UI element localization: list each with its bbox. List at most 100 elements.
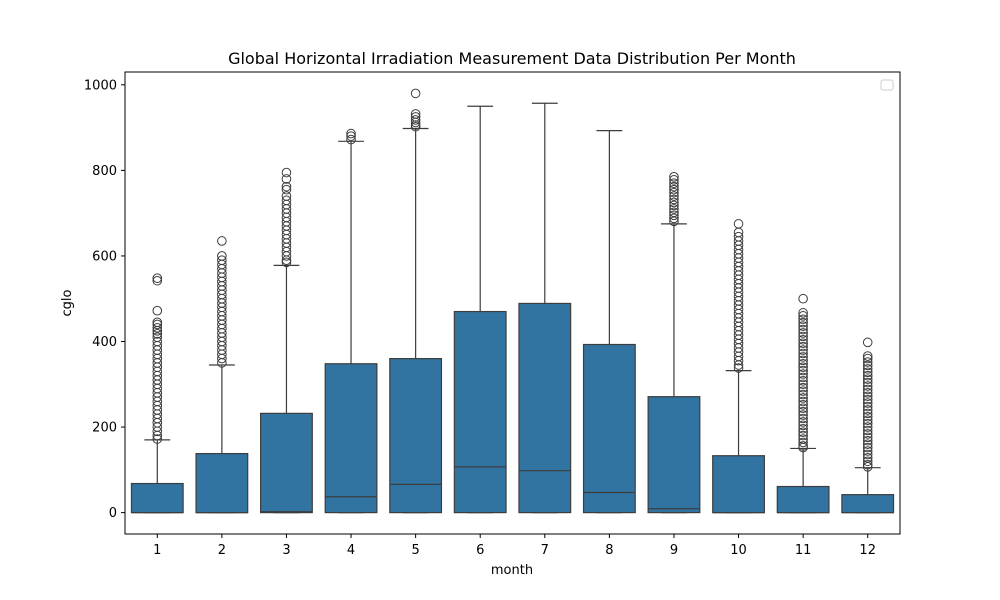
outlier-point (862, 377, 873, 388)
outlier-point (152, 319, 163, 330)
outlier-point (798, 358, 808, 369)
outlier-point (862, 337, 873, 348)
outlier-point (798, 427, 808, 437)
outlier-point (862, 381, 873, 391)
x-tick-label: 1 (153, 543, 161, 558)
outlier-point (798, 417, 808, 427)
x-axis-label: month (491, 563, 533, 578)
outlier-point (798, 430, 808, 441)
outlier-point (798, 423, 808, 434)
outlier-point (798, 420, 808, 431)
outlier-point (798, 372, 808, 383)
outlier-point (862, 401, 873, 412)
outlier-point (862, 411, 873, 422)
outlier-point (862, 353, 873, 364)
outlier-point (798, 379, 808, 390)
x-tick-label: 9 (670, 543, 678, 558)
box-month-9 (647, 172, 701, 514)
outlier-point (798, 345, 808, 355)
outlier-point (798, 338, 808, 349)
outlier-point (798, 396, 808, 407)
outlier-point (217, 353, 227, 364)
box-month-2 (195, 236, 249, 514)
outlier-point (862, 459, 873, 470)
outlier-point (862, 398, 873, 408)
outlier-point (669, 197, 679, 208)
outlier-point (862, 449, 873, 460)
outlier-point (152, 434, 163, 444)
outlier-point (862, 442, 873, 453)
outlier-point (862, 446, 873, 456)
box-iqr (647, 396, 701, 514)
box-iqr (453, 310, 507, 514)
outlier-point (862, 462, 873, 472)
outlier-point (281, 257, 292, 268)
outlier-point (281, 167, 292, 178)
outlier-point (798, 376, 808, 386)
outlier-point (669, 191, 679, 201)
x-tick-label: 2 (218, 543, 226, 558)
outlier-point (410, 115, 421, 125)
outlier-point (862, 367, 873, 378)
outlier-point (798, 365, 808, 376)
box-month-1 (130, 273, 184, 514)
box-iqr (130, 482, 184, 514)
legend-box (880, 79, 894, 91)
outlier-point (410, 117, 421, 128)
x-tick-label: 8 (605, 543, 613, 558)
outlier-point (281, 181, 292, 192)
box-iqr (712, 455, 765, 514)
outlier-point (669, 194, 679, 205)
y-tick-label: 1000 (84, 78, 117, 93)
outlier-point (862, 415, 873, 426)
outlier-point (346, 128, 356, 139)
outlier-point (669, 210, 679, 221)
outlier-point (798, 403, 808, 414)
outlier-point (217, 358, 227, 368)
box-iqr (841, 494, 895, 514)
box-month-4 (324, 128, 378, 514)
outlier-point (798, 311, 808, 321)
box-iqr (195, 452, 249, 514)
outlier-point (669, 187, 679, 198)
x-tick-label: 11 (795, 543, 812, 558)
outlier-point (798, 369, 808, 379)
outlier-point (152, 305, 163, 316)
outlier-point (281, 251, 292, 261)
outlier-point (798, 341, 808, 352)
outlier-point (862, 422, 873, 432)
outlier-point (798, 324, 808, 335)
outlier-point (733, 360, 744, 370)
box-iqr (260, 412, 313, 514)
outlier-point (862, 456, 873, 467)
x-tick-label: 12 (859, 543, 876, 558)
outlier-point (669, 184, 679, 195)
y-tick-label: 0 (109, 506, 117, 521)
outlier-point (862, 432, 873, 443)
box-month-10 (712, 219, 765, 514)
outlier-point (862, 351, 873, 361)
outlier-point (152, 273, 163, 283)
outlier-point (152, 430, 163, 441)
outlier-point (217, 236, 227, 246)
outlier-point (862, 429, 873, 439)
outlier-point (669, 172, 679, 182)
outlier-point (798, 386, 808, 396)
outlier-point (798, 442, 808, 453)
box-month-7 (518, 102, 572, 514)
plot-area (130, 88, 895, 514)
outlier-point (862, 384, 873, 395)
outlier-point (152, 329, 163, 339)
box-iqr (776, 485, 830, 514)
y-tick-label: 200 (92, 421, 117, 436)
outlier-point (862, 425, 873, 436)
outlier-point (862, 405, 873, 415)
outlier-point (862, 357, 873, 367)
outlier-point (798, 321, 808, 331)
outlier-point (669, 216, 679, 227)
outlier-point (669, 213, 679, 224)
outlier-point (798, 362, 808, 372)
outlier-point (798, 437, 808, 448)
outlier-point (281, 174, 292, 184)
outlier-point (669, 200, 679, 211)
